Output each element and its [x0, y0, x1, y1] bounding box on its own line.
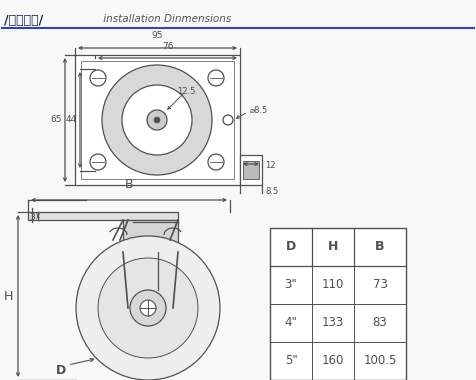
Text: 44: 44 — [66, 116, 77, 125]
Text: 83: 83 — [373, 317, 387, 329]
Circle shape — [90, 154, 106, 170]
Bar — [81, 61, 234, 179]
Text: 3: 3 — [29, 214, 35, 223]
Bar — [75, 55, 240, 185]
Text: 8.5: 8.5 — [265, 187, 278, 196]
Circle shape — [147, 110, 167, 130]
Text: 65: 65 — [50, 116, 62, 125]
Text: 5": 5" — [285, 355, 298, 367]
Text: 160: 160 — [322, 355, 344, 367]
Circle shape — [140, 300, 156, 316]
Text: H: H — [4, 290, 13, 302]
Text: 73: 73 — [373, 279, 387, 291]
Text: 100.5: 100.5 — [363, 355, 397, 367]
Bar — [270, 228, 406, 380]
Text: H: H — [328, 241, 338, 253]
Circle shape — [154, 117, 160, 123]
Circle shape — [90, 70, 106, 86]
Text: B: B — [125, 178, 133, 191]
Text: 76: 76 — [162, 42, 173, 51]
Circle shape — [76, 236, 220, 380]
Circle shape — [122, 85, 192, 155]
Bar — [123, 220, 178, 252]
Circle shape — [208, 70, 224, 86]
Text: /安装尺寸/: /安装尺寸/ — [4, 14, 43, 27]
Bar — [240, 155, 262, 185]
Text: installation Dinmensions: installation Dinmensions — [100, 14, 231, 24]
Text: 12: 12 — [265, 161, 276, 170]
Text: D: D — [56, 364, 66, 377]
Text: 12.5: 12.5 — [177, 87, 195, 97]
Circle shape — [130, 290, 166, 326]
Bar — [243, 161, 259, 179]
Circle shape — [223, 115, 233, 125]
Bar — [28, 212, 178, 220]
Text: 95: 95 — [152, 31, 163, 40]
Text: B: B — [375, 241, 385, 253]
Text: 110: 110 — [322, 279, 344, 291]
Circle shape — [98, 258, 198, 358]
Text: D: D — [286, 241, 296, 253]
Text: ⌀8.5: ⌀8.5 — [250, 106, 268, 114]
Text: 133: 133 — [322, 317, 344, 329]
Circle shape — [208, 154, 224, 170]
Text: 4": 4" — [285, 317, 298, 329]
Text: 3": 3" — [285, 279, 298, 291]
Circle shape — [102, 65, 212, 175]
